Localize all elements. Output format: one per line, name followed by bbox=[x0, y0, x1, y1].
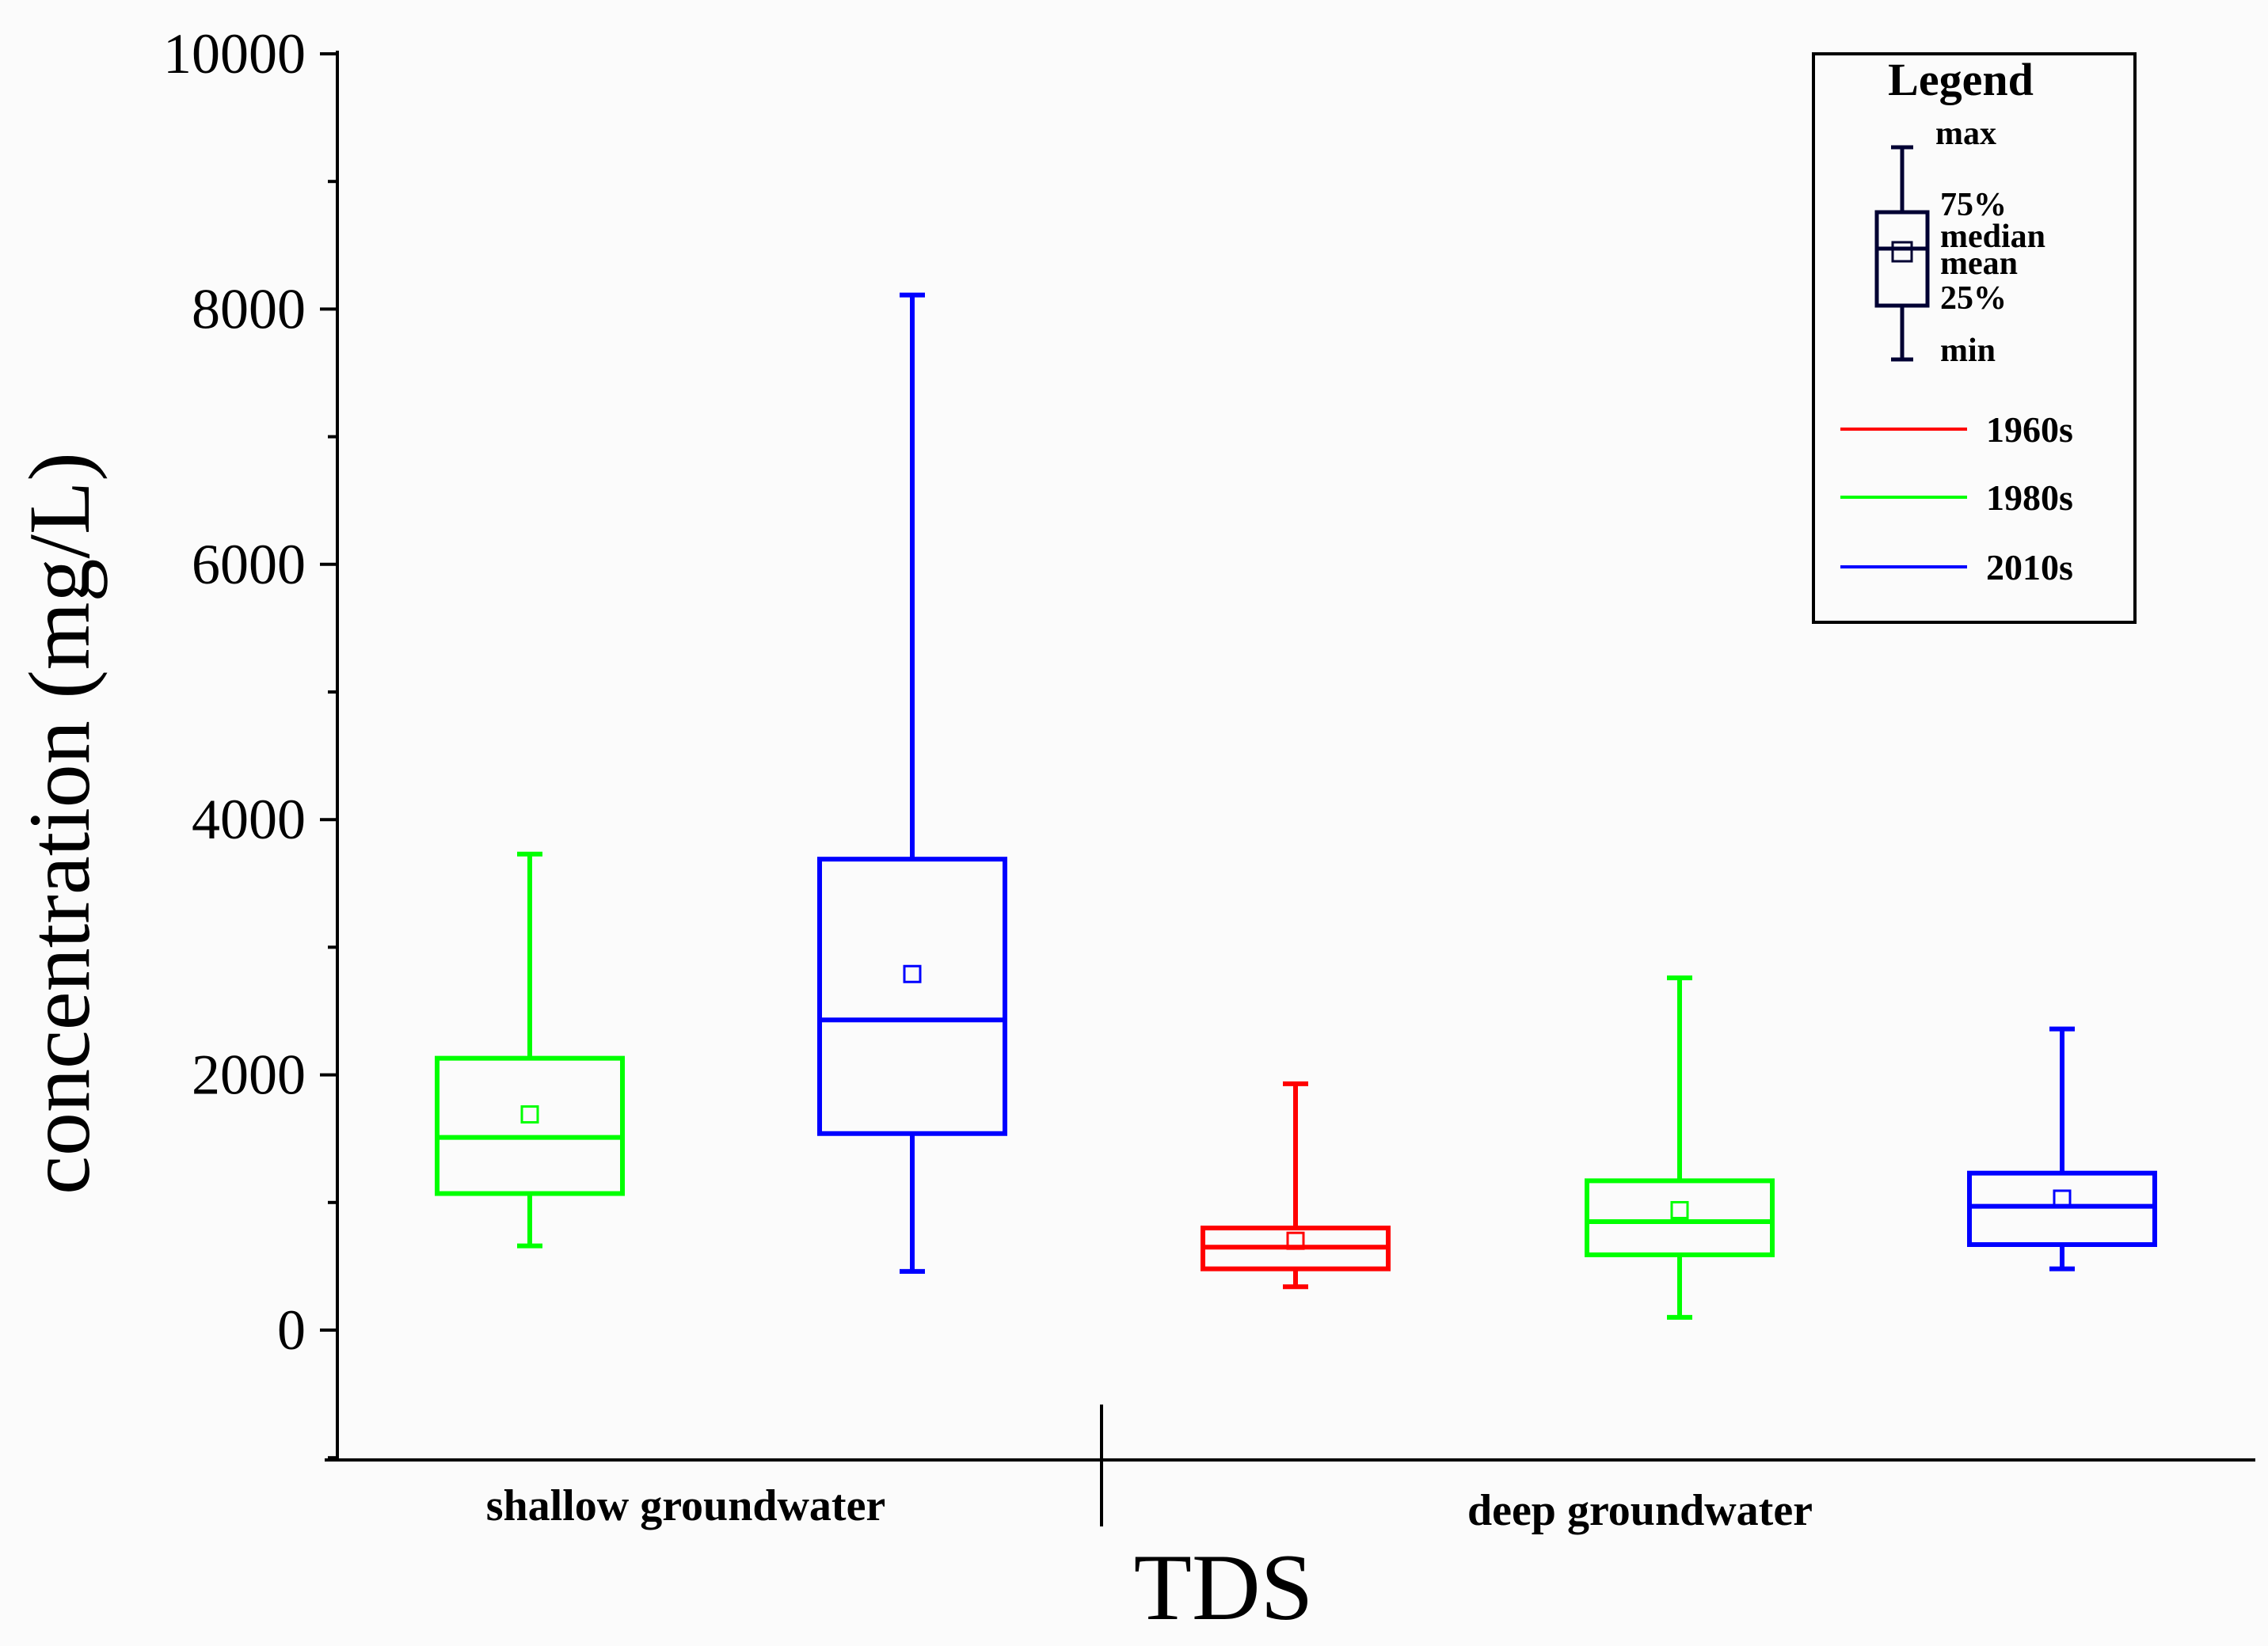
y-tick-label: 8000 bbox=[192, 277, 306, 340]
legend-sample-box bbox=[1874, 145, 1930, 362]
y-tick-label: 4000 bbox=[192, 788, 306, 851]
legend-frame bbox=[1812, 52, 2137, 624]
y-tick-label: 0 bbox=[277, 1298, 306, 1362]
box-1960s-deep bbox=[1201, 1081, 1391, 1290]
box-iqr bbox=[435, 1055, 625, 1196]
box-iqr bbox=[1585, 1178, 1775, 1257]
legend-label-q1: 25% bbox=[1940, 280, 2007, 317]
legend: Legend max 75% median mean 25% min 1960s… bbox=[1812, 52, 2137, 624]
legend-label-1960s: 1960s bbox=[1986, 409, 2073, 450]
legend-label-q3: 75% bbox=[1940, 187, 2007, 223]
y-tick-label: 6000 bbox=[192, 533, 306, 596]
box-iqr bbox=[1967, 1170, 2157, 1247]
group-label-deep: deep groundwater bbox=[1467, 1486, 1813, 1535]
y-axis-ticks: 0 2000 4000 6000 8000 10000 bbox=[163, 22, 337, 1460]
legend-label-median: median bbox=[1940, 219, 2045, 255]
legend-label-1980s: 1980s bbox=[1986, 477, 2073, 518]
mean-marker bbox=[2053, 1189, 2072, 1208]
legend-label-max: max bbox=[1935, 116, 1996, 152]
mean-marker bbox=[1670, 1200, 1689, 1219]
box-1980s-deep bbox=[1585, 975, 1775, 1320]
mean-marker bbox=[903, 964, 922, 983]
box-2010s-deep bbox=[1967, 1026, 2157, 1272]
x-axis-title: TDS bbox=[1134, 1534, 1314, 1640]
y-axis-title: concentration (mg/L) bbox=[11, 452, 108, 1195]
legend-title: Legend bbox=[1888, 54, 2034, 105]
box-series bbox=[435, 292, 2157, 1320]
group-label-shallow: shallow groundwater bbox=[486, 1481, 886, 1530]
legend-label-2010s: 2010s bbox=[1986, 547, 2073, 587]
mean-marker bbox=[520, 1105, 539, 1124]
mean-marker bbox=[1286, 1231, 1305, 1250]
y-tick-label: 2000 bbox=[192, 1043, 306, 1107]
box-2010s-shallow bbox=[817, 292, 1007, 1274]
legend-label-min: min bbox=[1940, 333, 1996, 369]
box-1980s-shallow bbox=[435, 851, 625, 1249]
legend-label-mean: mean bbox=[1940, 245, 2018, 282]
y-tick-label: 10000 bbox=[163, 22, 306, 86]
box-iqr bbox=[817, 857, 1007, 1136]
